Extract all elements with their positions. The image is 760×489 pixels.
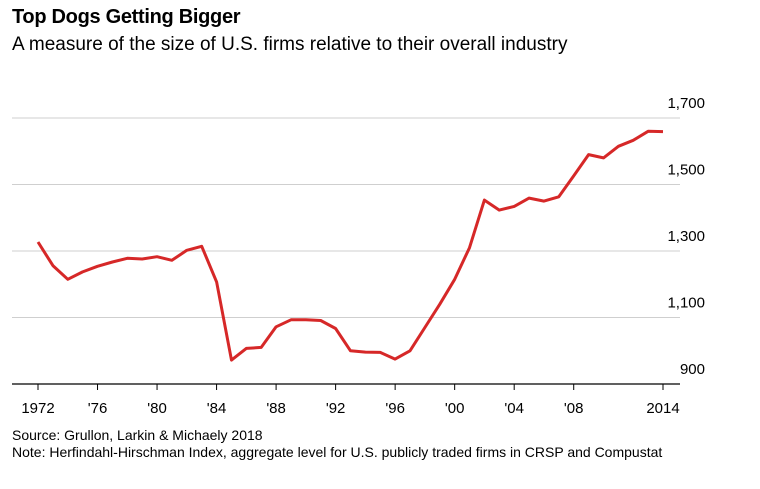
y-tick-label: 1,300 (667, 228, 705, 245)
series-layer (36, 129, 664, 362)
x-tick-label: '08 (564, 400, 584, 417)
method-note: Note: Herfindahl-Hirschman Index, aggreg… (12, 444, 663, 460)
chart-title: Top Dogs Getting Bigger (12, 6, 241, 28)
x-tick-label: '88 (266, 400, 286, 417)
x-tick-label: '76 (88, 400, 108, 417)
y-tick-label: 1,100 (667, 295, 705, 312)
source-note: Source: Grullon, Larkin & Michaely 2018 (12, 427, 263, 443)
x-tick-label: '84 (207, 400, 227, 417)
chart-subtitle: A measure of the size of U.S. firms rela… (12, 34, 568, 55)
x-tick-label: '04 (504, 400, 524, 417)
x-axis-ticks: 1972 '76 '80 '84 '88 '92 '96 '00 '04 '08 2014 (21, 384, 680, 417)
x-tick-label: 1972 (21, 400, 54, 417)
y-axis-ticks: 900 1,100 1,300 1,500 1,700 (667, 95, 705, 378)
gridlines (12, 117, 680, 385)
y-tick-label: 1,700 (667, 95, 705, 112)
y-tick-label: 1,500 (667, 162, 705, 179)
x-tick-label: 2014 (646, 400, 679, 417)
x-tick-label: '80 (147, 400, 167, 417)
footnotes: Source: Grullon, Larkin & Michaely 2018 … (12, 427, 712, 461)
y-tick-label: 900 (680, 361, 705, 378)
series-line (36, 129, 664, 362)
x-tick-label: '96 (385, 400, 405, 417)
x-tick-label: '92 (326, 400, 346, 417)
x-tick-label: '00 (445, 400, 465, 417)
